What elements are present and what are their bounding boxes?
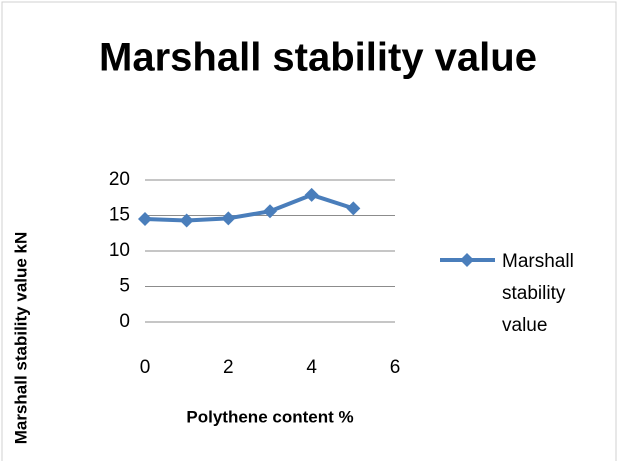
y-tick-label: 10: [109, 240, 130, 261]
chart-title: Marshall stability value: [99, 36, 537, 80]
x-tick-label: 6: [390, 357, 401, 378]
y-tick-label: 5: [119, 276, 130, 297]
point: [263, 204, 277, 219]
x-tick-label: 4: [306, 357, 317, 378]
x-tick-label: 2: [223, 357, 234, 378]
y-tick-label: 15: [109, 205, 130, 226]
point: [138, 212, 152, 227]
y-tick-label: 0: [119, 311, 130, 332]
y-tick-label: 20: [109, 169, 130, 190]
series-line: [144, 192, 354, 223]
legend-label: Marshall stability value: [502, 251, 574, 336]
point: [346, 201, 361, 216]
legend-marker: [460, 253, 474, 267]
point: [221, 211, 236, 226]
point: [179, 213, 194, 228]
y-axis-label: Marshall stability value kN: [11, 232, 30, 445]
x-tick-label: 0: [140, 357, 151, 378]
x-axis-label: Polythene content %: [186, 407, 353, 426]
point: [304, 187, 319, 202]
